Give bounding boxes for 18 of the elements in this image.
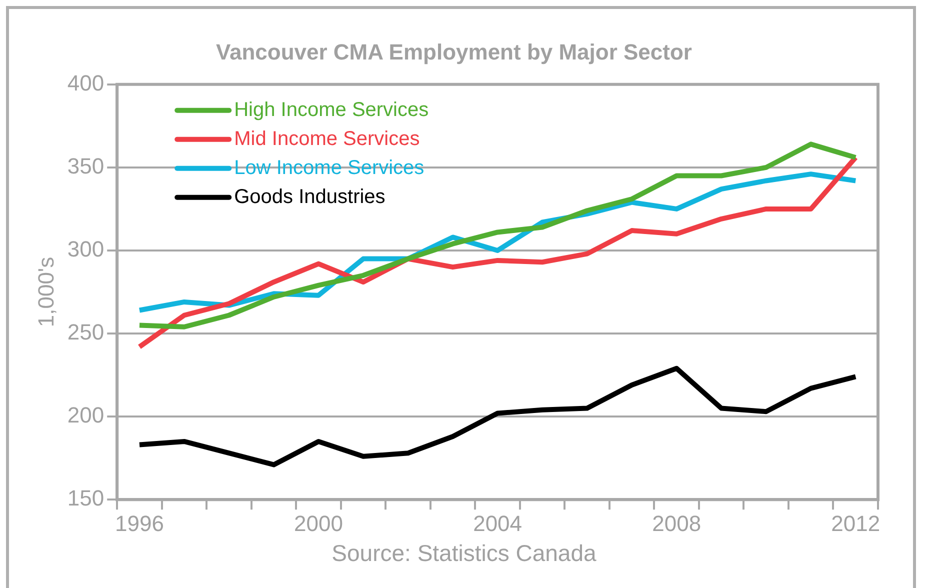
y-tick-label: 200 xyxy=(67,402,104,428)
y-tick-label: 150 xyxy=(67,486,104,511)
y-tick-label: 250 xyxy=(67,320,104,345)
y-tick-label: 400 xyxy=(67,70,104,96)
legend-label: High Income Services xyxy=(234,98,429,121)
x-tick-label: 2008 xyxy=(652,510,702,536)
x-tick-label: 2000 xyxy=(294,510,343,536)
y-tick-label: 350 xyxy=(67,154,104,179)
source-note: Source: Statistics Canada xyxy=(330,540,598,567)
legend-label: Goods Industries xyxy=(234,186,386,208)
legend-label: Mid Income Services xyxy=(234,128,420,150)
x-tick-label: 2004 xyxy=(473,510,522,536)
y-tick-label: 300 xyxy=(67,236,104,262)
x-tick-label: 2012 xyxy=(831,510,880,536)
x-tick-label: 1996 xyxy=(115,510,164,536)
chart-title: Vancouver CMA Employment by Major Sector xyxy=(216,39,692,64)
y-axis-title: 1,000's xyxy=(33,256,58,328)
legend-label: Low Income Services xyxy=(234,156,424,179)
